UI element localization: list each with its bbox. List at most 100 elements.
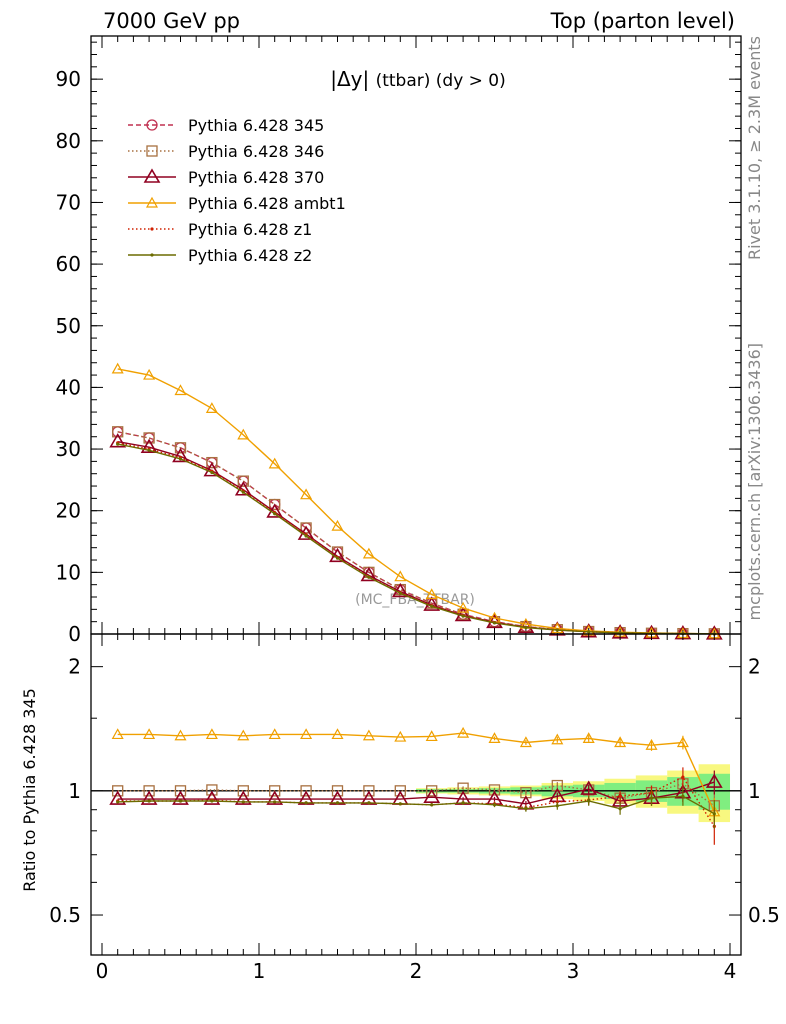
ratio-data-point bbox=[524, 807, 528, 811]
ratio-data-point bbox=[457, 726, 470, 738]
legend-label: Pythia 6.428 ambt1 bbox=[188, 194, 346, 213]
ratio-data-point bbox=[268, 728, 281, 740]
ratio-data-point bbox=[618, 794, 622, 798]
legend-label: Pythia 6.428 346 bbox=[188, 142, 324, 161]
ratio-data-point bbox=[363, 785, 375, 797]
data-point bbox=[425, 588, 438, 600]
ratio-series-pythia-6-428-ambt1 bbox=[111, 726, 721, 827]
data-point bbox=[172, 447, 189, 463]
legend-item-pythia-6-428-ambt1: Pythia 6.428 ambt1 bbox=[128, 194, 346, 213]
data-point bbox=[555, 628, 559, 632]
data-point bbox=[206, 456, 218, 469]
ratio-data-point bbox=[178, 799, 183, 803]
ratio-data-point bbox=[269, 785, 281, 797]
x-tick-label: 3 bbox=[567, 959, 580, 983]
legend-label: Pythia 6.428 z2 bbox=[188, 246, 312, 265]
ratio-data-point bbox=[143, 728, 156, 740]
ratio-data-point bbox=[362, 729, 375, 741]
y-tick-label: 20 bbox=[56, 499, 81, 523]
ratio-data-point bbox=[649, 796, 654, 800]
y-tick-label: 30 bbox=[56, 437, 81, 461]
data-point bbox=[111, 362, 124, 374]
legend-label: Pythia 6.428 370 bbox=[188, 168, 324, 187]
ratio-data-point bbox=[582, 732, 595, 744]
y-tick-label: 80 bbox=[56, 129, 81, 153]
ratio-data-point bbox=[426, 785, 438, 797]
data-point bbox=[304, 534, 308, 538]
data-point bbox=[391, 582, 409, 598]
ratio-data-point bbox=[174, 785, 187, 797]
data-point bbox=[486, 613, 503, 629]
ratio-data-point bbox=[203, 790, 221, 805]
data-point bbox=[109, 433, 127, 448]
ratio-data-point bbox=[210, 799, 214, 803]
ratio-data-point bbox=[172, 790, 189, 805]
legend: Pythia 6.428 345 Pythia 6.428 346 Pythia 6… bbox=[128, 116, 346, 265]
data-point bbox=[178, 457, 183, 461]
ratio-data-point bbox=[461, 801, 465, 805]
mcplots-label: mcplots.cern.ch [arXiv:1306.3436] bbox=[745, 343, 764, 620]
x-tick-label: 2 bbox=[410, 959, 423, 983]
ratio-data-point bbox=[205, 728, 218, 740]
chart-title-suffix: (ttbar) (dy > 0) bbox=[376, 71, 506, 91]
legend-marker bbox=[150, 253, 154, 257]
ratio-data-point bbox=[645, 738, 658, 750]
ratio-data-point bbox=[681, 794, 685, 798]
data-point bbox=[300, 488, 313, 500]
data-point bbox=[394, 570, 407, 582]
legend-item-pythia-6-428-370: Pythia 6.428 370 bbox=[128, 168, 324, 187]
data-point bbox=[430, 604, 434, 608]
data-point bbox=[143, 368, 156, 380]
data-point bbox=[269, 498, 281, 511]
data-point bbox=[174, 384, 187, 396]
ratio-data-point bbox=[116, 800, 120, 804]
data-point bbox=[237, 428, 250, 440]
main-plot-panel: 0 10 20 30 40 50 60 70 80 90 |Δy| (ttbar) (dy > 0)… bbox=[56, 35, 742, 646]
series-pythia-6-428-z2 bbox=[116, 442, 716, 636]
series-pythia-6-428-370 bbox=[109, 433, 723, 640]
data-point bbox=[300, 522, 312, 534]
ratio-data-point bbox=[140, 790, 158, 805]
ratio-data-point bbox=[425, 730, 438, 742]
data-point bbox=[331, 519, 344, 531]
ratio-data-point bbox=[614, 736, 627, 748]
ratio-data-point bbox=[335, 801, 340, 805]
data-point bbox=[335, 556, 340, 560]
ratio-data-point bbox=[237, 729, 250, 741]
header-right-label: Top (parton level) bbox=[550, 9, 735, 33]
ratio-data-point bbox=[712, 812, 716, 816]
data-point bbox=[273, 512, 277, 516]
ratio-data-point bbox=[111, 728, 124, 740]
ratio-plot-panel: 0.5 1 2 0.5 1 2 0 1 2 3 4 Ratio to Pythia 6.428 345 bbox=[20, 633, 780, 983]
ratio-data-point bbox=[174, 729, 187, 741]
legend-marker bbox=[150, 227, 154, 231]
legend-marker bbox=[146, 145, 158, 157]
legend-marker bbox=[143, 168, 161, 183]
ratio-data-point bbox=[398, 802, 402, 806]
data-point bbox=[241, 490, 245, 494]
legend-item-pythia-6-428-346: Pythia 6.428 346 bbox=[128, 142, 324, 161]
y-tick-label-right: 2 bbox=[748, 655, 761, 679]
data-point bbox=[205, 402, 218, 413]
ratio-series-line bbox=[117, 732, 715, 812]
ratio-data-point bbox=[206, 784, 218, 796]
ratio-data-point bbox=[304, 801, 308, 805]
ratio-data-point bbox=[237, 785, 249, 797]
data-point bbox=[398, 591, 402, 595]
x-tick-label: 0 bbox=[96, 959, 109, 983]
x-tick-label: 4 bbox=[724, 959, 737, 983]
y-tick-label: 60 bbox=[56, 252, 81, 276]
data-point bbox=[367, 575, 371, 579]
data-point bbox=[587, 630, 591, 634]
data-point bbox=[174, 442, 187, 454]
data-point bbox=[237, 475, 249, 487]
y-tick-label: 0.5 bbox=[49, 903, 81, 927]
data-point bbox=[112, 426, 124, 438]
legend-label: Pythia 6.428 z1 bbox=[188, 220, 312, 239]
y-tick-label: 1 bbox=[68, 779, 81, 803]
ratio-data-point bbox=[488, 784, 501, 796]
x-tick-label: 1 bbox=[253, 959, 266, 983]
data-point bbox=[140, 438, 158, 454]
ratio-data-point bbox=[147, 799, 151, 803]
